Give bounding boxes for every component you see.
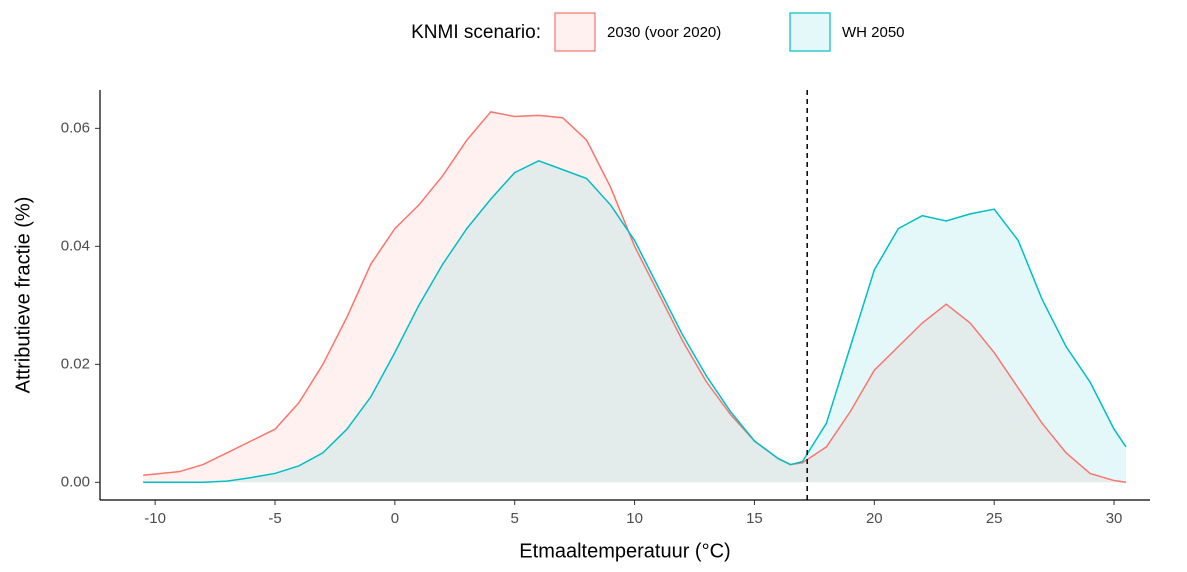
legend-key	[789, 12, 831, 52]
x-axis-title: Etmaaltemperatuur (°C)	[519, 540, 730, 562]
density-line	[143, 159, 1127, 484]
y-tick-label: 0.02	[61, 355, 90, 372]
x-tick-label: -10	[144, 510, 166, 527]
legend-label: WH 2050	[842, 24, 905, 41]
area-fill	[143, 111, 1127, 483]
x-tick-label: 20	[866, 510, 883, 527]
y-axis-title: Attributieve fractie (%)	[12, 197, 34, 394]
legend-title: KNMI scenario:	[411, 22, 541, 43]
x-tick-label: 0	[391, 510, 399, 527]
x-tick-label: 5	[511, 510, 519, 527]
y-tick-label: 0.06	[61, 119, 90, 136]
y-tick-label: 0.00	[61, 473, 90, 490]
y-tick-label: 0.04	[61, 237, 90, 254]
x-tick-label: 25	[986, 510, 1003, 527]
x-tick-label: 10	[626, 510, 643, 527]
legend-label: 2030 (voor 2020)	[607, 24, 721, 41]
x-tick-label: 15	[746, 510, 763, 527]
x-tick-label: 30	[1106, 510, 1123, 527]
area-fill	[143, 160, 1127, 483]
legend-key	[554, 12, 596, 52]
x-tick-label: -5	[268, 510, 281, 527]
density-line	[143, 111, 1127, 484]
